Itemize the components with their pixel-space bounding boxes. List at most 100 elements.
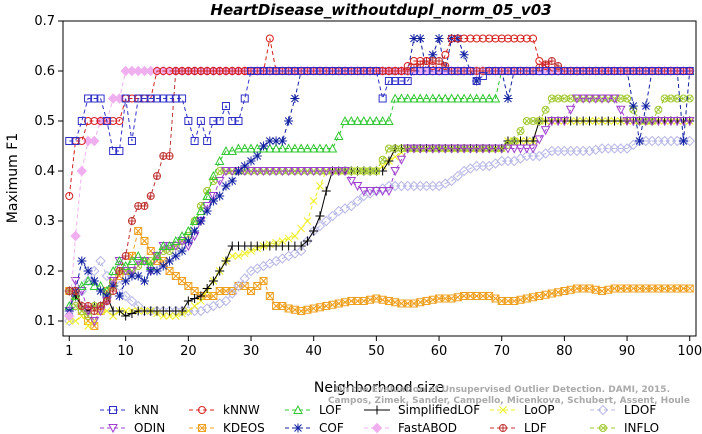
data-point-cof: [259, 141, 269, 151]
data-point-kdeos: [265, 292, 274, 300]
data-point-inflo: [516, 127, 525, 135]
series-line-ldf: [69, 60, 690, 312]
data-point-knnw: [428, 62, 437, 70]
legend-item-ldf: LDF: [490, 421, 547, 434]
data-point-simplifiedlof: [196, 291, 206, 301]
data-point-odin: [553, 117, 563, 127]
data-point-odin: [509, 144, 520, 154]
data-point-lof: [264, 143, 275, 153]
data-point-odin: [120, 267, 131, 277]
y-tick-label: 0.4: [34, 164, 55, 179]
data-point-knnw: [416, 57, 425, 65]
data-point-knn: [90, 94, 99, 103]
data-point-loop: [240, 249, 249, 258]
data-point-knnw: [203, 67, 212, 75]
data-point-cof: [415, 34, 425, 43]
data-point-knn: [140, 94, 149, 103]
data-point-odin: [358, 187, 369, 197]
data-point-knn: [466, 67, 475, 75]
legend-label-ldf: LDF: [524, 421, 547, 434]
data-point-knn: [96, 94, 105, 103]
data-point-cof: [227, 176, 237, 186]
data-point-odin: [327, 167, 338, 177]
data-point-ldof: [446, 175, 457, 187]
data-point-lof: [246, 143, 256, 153]
data-point-odin: [365, 187, 375, 197]
data-point-simplifiedlof: [190, 294, 200, 303]
data-point-fastabod: [70, 230, 81, 242]
data-point-inflo: [623, 94, 632, 103]
data-point-knn: [347, 67, 356, 75]
data-point-ldof: [126, 295, 138, 307]
data-point-knn: [397, 77, 406, 85]
data-point-knn: [65, 137, 74, 145]
data-point-knn: [328, 67, 337, 75]
data-point-lof: [321, 143, 332, 153]
data-point-lof: [133, 250, 144, 260]
data-point-cof: [265, 136, 275, 146]
data-point-knn: [491, 67, 500, 75]
data-point-odin: [302, 167, 313, 177]
data-point-odin: [170, 242, 181, 252]
data-point-knn: [566, 67, 575, 75]
data-point-knn: [604, 67, 613, 75]
series-simplifiedlof: [64, 116, 695, 321]
series-line-odin: [68, 98, 690, 322]
data-point-knn: [384, 77, 393, 85]
data-point-knn: [315, 67, 324, 75]
data-point-inflo: [541, 105, 550, 114]
data-point-lof: [139, 255, 150, 265]
data-point-knnw: [234, 67, 243, 75]
data-point-inflo: [372, 167, 381, 175]
x-axis-label: Neighborhood size: [314, 380, 444, 396]
data-point-cof: [89, 276, 99, 286]
data-point-knn: [127, 137, 136, 145]
data-point-knnw: [497, 34, 506, 43]
data-point-inflo: [510, 137, 519, 145]
data-point-knnw: [403, 62, 412, 70]
data-point-ldof: [346, 200, 357, 212]
y-tick-label: 0.1: [34, 314, 55, 329]
data-point-lof: [484, 93, 495, 103]
data-point-lof: [120, 260, 131, 270]
data-point-knn: [441, 67, 450, 75]
data-point-odin: [622, 117, 632, 127]
data-point-fastabod: [76, 165, 88, 177]
data-point-knn: [635, 67, 644, 75]
data-point-cof: [240, 161, 250, 171]
data-point-cof: [133, 271, 143, 281]
data-point-odin: [315, 167, 325, 177]
legend-item-kdeos: KDEOS: [189, 421, 265, 434]
data-point-odin: [446, 144, 457, 154]
x-tick-label: 1: [65, 344, 73, 359]
data-point-inflo: [554, 94, 563, 103]
data-point-knn: [153, 94, 162, 103]
data-point-knn: [378, 94, 387, 103]
data-point-cof: [628, 101, 638, 111]
data-point-lof: [127, 255, 137, 265]
data-point-knn: [203, 137, 212, 145]
data-point-odin: [603, 94, 614, 104]
data-point-lof: [371, 115, 382, 125]
data-point-knn: [240, 94, 249, 103]
x-tick-label: 100: [677, 344, 702, 359]
legend-item-simplifiedlof: SimplifiedLOF: [364, 403, 480, 417]
data-point-simplifiedlof: [315, 211, 325, 221]
data-point-knn: [472, 77, 481, 85]
data-point-knn: [516, 67, 525, 75]
legend-label-cof: COF: [319, 421, 344, 434]
data-point-knn: [341, 67, 350, 75]
data-point-knn: [591, 67, 600, 75]
data-point-cof: [215, 191, 225, 201]
data-point-ldf: [547, 57, 556, 65]
data-point-odin: [396, 155, 407, 165]
data-point-odin: [615, 105, 626, 115]
data-point-lof: [465, 93, 476, 103]
series-line-loop: [69, 120, 690, 327]
data-point-odin: [371, 187, 382, 197]
legend-item-odin: ODIN: [100, 421, 165, 434]
data-point-inflo: [391, 144, 400, 153]
x-tick-label: 90: [619, 344, 636, 359]
x-tick-label: 60: [431, 344, 448, 359]
data-point-odin: [597, 94, 607, 104]
